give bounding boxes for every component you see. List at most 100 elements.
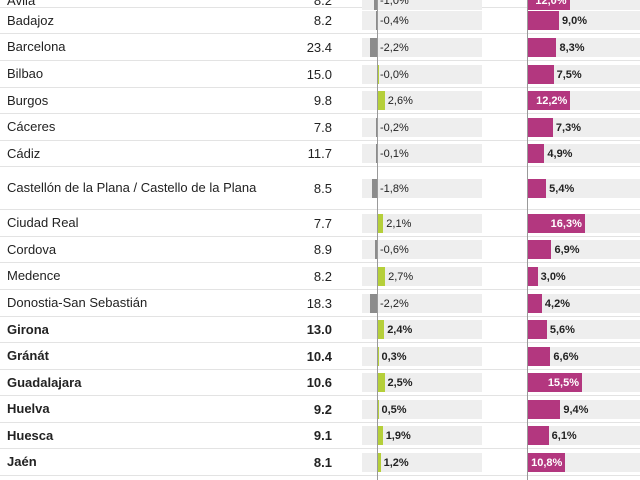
table-row: Ciudad Real 7.7 2,1% 16,3% (0, 210, 640, 237)
table-row: Castellón de la Plana / Castello de la P… (0, 167, 640, 210)
city-value: 8.5 (313, 180, 332, 196)
table-row: Jaén 8.1 1,2% 10,8% (0, 449, 640, 476)
city-value: 10.6 (306, 375, 332, 390)
share-bar (527, 65, 554, 84)
share-bar (527, 373, 583, 392)
share-bar (527, 118, 553, 137)
share-axis (527, 0, 528, 480)
city-value: 7.8 (313, 119, 332, 135)
city-value: 8.9 (313, 242, 332, 257)
change-label: -0,4% (380, 14, 409, 27)
share-label: 8,3% (559, 41, 585, 54)
share-track (527, 144, 640, 163)
change-bar (375, 118, 377, 137)
change-label: 2,1% (386, 217, 412, 230)
share-label: 5,4% (549, 182, 575, 195)
change-track (362, 91, 482, 110)
share-bar (527, 400, 561, 419)
city-name: Medence (7, 268, 61, 283)
share-bar (527, 38, 557, 57)
change-track (362, 179, 482, 198)
change-track (362, 118, 482, 137)
change-track (362, 294, 482, 313)
change-label: 2,5% (387, 376, 413, 389)
change-track (362, 11, 482, 30)
share-label: 6,1% (551, 429, 577, 442)
change-bar (375, 11, 377, 30)
share-label: 16,3% (550, 217, 582, 230)
table-row: Huesca 9.1 1,9% 6,1% (0, 423, 640, 449)
change-label: -0,1% (380, 147, 409, 160)
change-track (362, 400, 482, 419)
change-label: 2,7% (388, 270, 414, 283)
share-label: 12,2% (536, 94, 568, 107)
share-track (527, 373, 640, 392)
table-row: Barcelona 23.4 -2,2% 8,3% (0, 34, 640, 61)
change-bar (377, 267, 386, 286)
table-row: Badajoz 8.2 -0,4% 9,0% (0, 8, 640, 34)
change-label: -2,2% (380, 41, 409, 54)
share-track (527, 320, 640, 339)
share-label: 7,5% (556, 68, 582, 81)
change-bar (370, 38, 377, 57)
change-bar (377, 91, 385, 110)
change-track (362, 320, 482, 339)
city-name: Huesca (7, 427, 54, 443)
share-track (527, 11, 640, 30)
change-bar (374, 0, 377, 10)
share-label: 7,3% (555, 121, 581, 134)
city-name: Cáceres (7, 119, 56, 134)
change-label: -2,2% (380, 297, 409, 310)
share-bar (527, 179, 547, 198)
city-value: 13.0 (306, 322, 332, 337)
change-track (362, 214, 482, 233)
share-label: 4,2% (544, 297, 570, 310)
change-label: -0,6% (380, 243, 409, 256)
city-name: Burgos (7, 92, 49, 108)
table-row: Bilbao 15.0 -0,0% 7,5% (0, 61, 640, 88)
share-track (527, 294, 640, 313)
change-track (362, 373, 482, 392)
change-label: 0,3% (381, 350, 407, 363)
change-bar (371, 179, 377, 198)
change-bar (377, 320, 385, 339)
city-value: 9.2 (313, 401, 332, 417)
share-track (527, 0, 640, 10)
change-track (362, 426, 482, 445)
change-track (362, 0, 482, 10)
change-bar (375, 144, 377, 163)
city-name: Girona (7, 321, 49, 337)
share-track (527, 347, 640, 366)
share-bar (527, 144, 545, 163)
change-bar (377, 373, 385, 392)
share-label: 15,5% (547, 376, 580, 389)
table-row: Guadalajara 10.6 2,5% 15,5% (0, 370, 640, 396)
change-bar (377, 426, 383, 445)
change-track (362, 240, 482, 259)
share-track (527, 118, 640, 137)
change-label: 2,4% (387, 323, 413, 336)
share-label: 9,0% (561, 14, 588, 27)
table-row: Huelva 9.2 0,5% 9,4% (0, 396, 640, 423)
share-track (527, 400, 640, 419)
city-name: Guadalajara (7, 374, 82, 390)
share-label: 5,6% (549, 323, 575, 336)
city-name: Huelva (7, 401, 50, 416)
change-label: -0,0% (380, 68, 409, 81)
table-row: Cádiz 11.7 -0,1% 4,9% (0, 141, 640, 167)
table-row: Cordova 8.9 -0,6% 6,9% (0, 237, 640, 263)
share-track (527, 453, 640, 472)
city-value: 8.1 (313, 454, 332, 470)
change-bar (377, 214, 384, 233)
city-value: 8.2 (313, 13, 332, 28)
share-bar (527, 320, 547, 339)
share-bar (527, 11, 559, 30)
share-label: 9,4% (563, 403, 589, 416)
share-label: 4,9% (547, 147, 573, 160)
change-label: 1,2% (383, 456, 409, 469)
change-track (362, 38, 482, 57)
city-value: 8.2 (313, 268, 332, 284)
city-name: Donostia-San Sebastián (7, 295, 148, 310)
city-value: 23.4 (306, 39, 332, 55)
table-row: Ávila 8.2 -1,0% 12,0% (0, 0, 640, 10)
